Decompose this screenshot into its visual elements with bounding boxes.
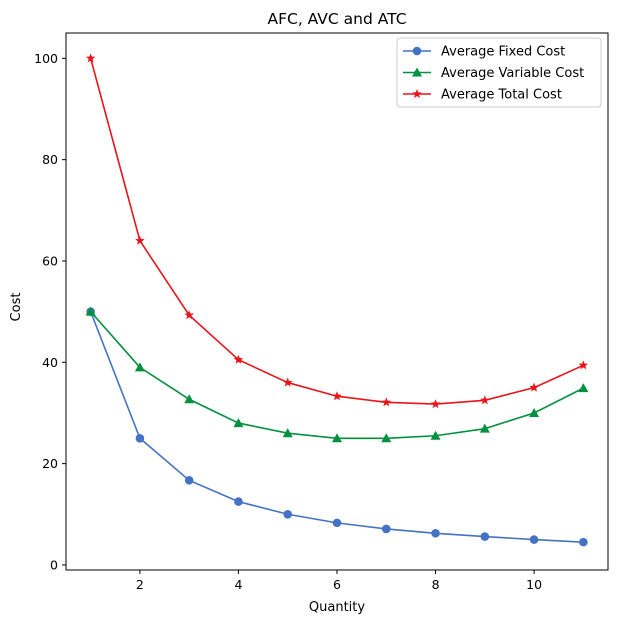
data-point xyxy=(135,235,145,245)
data-point xyxy=(85,306,96,316)
legend-item: Average Variable Cost xyxy=(403,66,584,81)
data-point xyxy=(381,524,391,534)
data-point xyxy=(578,383,589,393)
x-tick-label: 4 xyxy=(234,577,242,592)
legend-item: Average Fixed Cost xyxy=(403,45,565,60)
data-point xyxy=(282,428,293,438)
y-tick-label: 100 xyxy=(34,51,58,66)
x-tick-label: 8 xyxy=(432,577,440,592)
data-point xyxy=(282,377,293,387)
data-point xyxy=(479,423,490,433)
data-point xyxy=(381,433,392,443)
y-tick-label: 0 xyxy=(50,557,58,572)
data-point xyxy=(529,382,539,392)
data-point xyxy=(579,537,588,547)
x-axis-label: Quantity xyxy=(309,600,365,615)
data-point xyxy=(480,532,490,541)
y-tick-label: 40 xyxy=(42,355,58,370)
data-point xyxy=(332,433,342,443)
data-point xyxy=(184,394,195,404)
data-point xyxy=(234,497,243,506)
x-tick-label: 6 xyxy=(333,577,341,592)
series-1 xyxy=(86,307,588,547)
plot-frame xyxy=(65,32,609,571)
data-point xyxy=(480,395,490,405)
series-3 xyxy=(85,53,589,409)
legend-label: Average Variable Cost xyxy=(441,66,584,81)
legend: Average Fixed Cost Average Variable Cost A… xyxy=(396,37,602,108)
data-point xyxy=(430,430,441,440)
series-2 xyxy=(85,306,589,443)
series-line xyxy=(90,311,584,440)
data-point xyxy=(431,528,440,538)
data-point xyxy=(85,53,96,63)
series-line xyxy=(89,311,584,543)
legend-marker xyxy=(412,89,422,99)
data-point xyxy=(135,433,145,443)
legend-box xyxy=(396,37,602,108)
x-tick-label: 2 xyxy=(136,577,144,592)
legend-marker xyxy=(412,67,422,77)
data-point xyxy=(233,418,244,428)
x-tick-label: 10 xyxy=(526,577,542,592)
data-point xyxy=(578,360,589,370)
data-point xyxy=(184,310,194,320)
y-tick-label: 20 xyxy=(42,456,58,471)
data-point xyxy=(430,399,441,409)
data-point xyxy=(529,407,540,417)
legend-item: Average Total Cost xyxy=(403,88,562,103)
data-point xyxy=(134,362,145,372)
data-point xyxy=(529,535,539,544)
chart-title: AFC, AVC and ATC xyxy=(267,10,406,28)
plot-area xyxy=(85,53,589,547)
legend-marker xyxy=(412,46,422,56)
data-point xyxy=(332,391,342,401)
data-point xyxy=(283,509,293,519)
legend-label: Average Fixed Cost xyxy=(441,45,565,60)
data-point xyxy=(332,518,342,528)
data-point xyxy=(381,397,392,407)
data-point xyxy=(233,354,244,364)
y-tick-label: 60 xyxy=(42,253,58,268)
y-axis-label: Cost xyxy=(9,293,24,322)
series-line xyxy=(89,58,584,405)
data-point xyxy=(184,476,194,485)
y-tick-label: 80 xyxy=(42,152,58,167)
legend-label: Average Total Cost xyxy=(441,88,562,103)
